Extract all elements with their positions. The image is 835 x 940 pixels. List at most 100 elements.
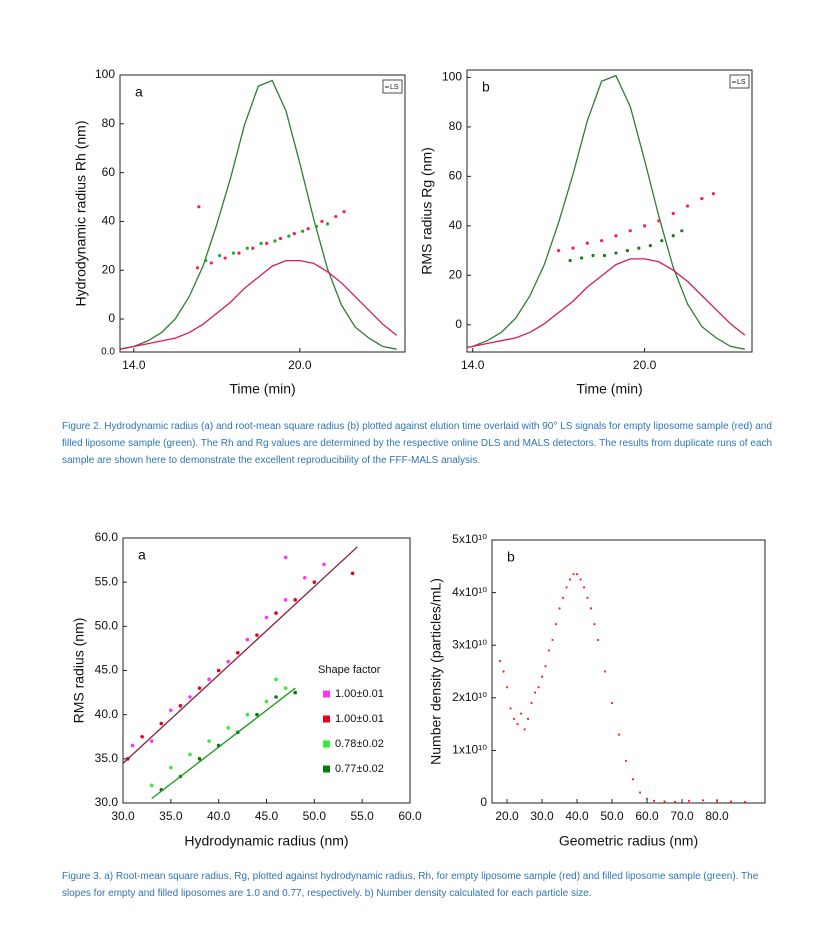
y-tick-label: 100: [442, 70, 462, 84]
scatter-point: [231, 251, 236, 255]
legend-label: 1.00±0.01: [335, 713, 384, 725]
scatter-point: [188, 695, 192, 699]
y-tick-label: 55.0: [95, 574, 119, 588]
line-series: [123, 546, 358, 764]
y-tick-label: 50.0: [95, 619, 119, 633]
scatter-point: [197, 686, 202, 690]
panel-label: a: [135, 84, 143, 100]
scatter-point: [557, 248, 561, 253]
scatter-point: [526, 717, 530, 720]
plot-area: [467, 74, 746, 350]
legend-swatch: [323, 740, 330, 748]
panel-label: b: [507, 549, 515, 565]
scatter-point: [274, 677, 278, 682]
scatter-point: [342, 210, 346, 214]
scatter-point: [197, 757, 202, 761]
legend-swatch: [323, 715, 330, 723]
scatter-point: [251, 246, 255, 250]
y-axis-label: RMS radius (nm): [71, 618, 87, 724]
y-tick-label: 3x10¹⁰: [452, 637, 487, 651]
y-tick-label: 0: [480, 795, 487, 809]
scatter-point: [663, 800, 666, 803]
legend-label: LS: [390, 84, 399, 91]
scatter-point: [350, 571, 355, 576]
scatter-point: [264, 615, 269, 620]
scatter-point: [149, 739, 154, 743]
y2-tick-label: 0.0: [101, 347, 115, 358]
y-tick-label: 45.0: [95, 663, 119, 677]
scatter-point: [178, 704, 183, 708]
y-tick-label: 1x10¹⁰: [452, 743, 487, 757]
legend-label: 0.78±0.02: [335, 738, 384, 750]
x-tick-label: 20.0: [633, 358, 657, 372]
y-tick-label: 40.0: [95, 707, 119, 721]
figure-caption: Figure 2. Hydrodynamic radius (a) and ro…: [62, 421, 773, 466]
scatter-point: [283, 598, 288, 602]
scatter-point: [209, 261, 213, 265]
x-tick-label: 60.0: [398, 809, 422, 823]
x-tick-label: 14.0: [461, 358, 485, 372]
scatter-point: [593, 623, 596, 626]
y-axis-label: Number density (particles/mL): [428, 578, 444, 765]
y-tick-label: 20: [449, 267, 463, 281]
scatter-point: [274, 695, 278, 699]
scatter-point: [293, 598, 298, 602]
scatter-point: [245, 712, 250, 717]
scatter-point: [197, 205, 201, 209]
x-tick-label: 50.0: [600, 809, 624, 823]
plot-frame: [491, 539, 766, 804]
scatter-point: [582, 586, 586, 589]
y-axis-label: Hydrodynamic radius Rh (nm): [73, 121, 89, 307]
y-tick-label: 0: [455, 317, 462, 331]
y-tick-label: 60: [449, 169, 463, 183]
y-tick-label: 100: [95, 67, 115, 81]
figure-caption: Figure 3. a) Root-mean square radius, Rg…: [62, 871, 759, 899]
y-tick-label: 30.0: [95, 795, 119, 809]
x-tick-label: 40.0: [565, 809, 589, 823]
scatter-point: [169, 708, 173, 713]
scatter-point: [585, 241, 589, 245]
y-tick-label: 4x10¹⁰: [452, 585, 487, 599]
scatter-point: [204, 258, 208, 263]
scatter-point: [637, 246, 641, 250]
scatter-point: [645, 797, 649, 800]
panel-label: a: [138, 547, 146, 563]
legend-label: 1.00±0.01: [335, 688, 384, 700]
scatter-point: [523, 728, 526, 731]
y-tick-label: 5x10¹⁰: [452, 532, 487, 546]
scatter-point: [255, 712, 259, 717]
scatter-point: [614, 251, 618, 255]
scatter-point: [600, 239, 604, 243]
scatter-point: [130, 743, 135, 748]
scatter-point: [278, 236, 283, 241]
scatter-point: [572, 573, 575, 576]
scatter-point: [283, 555, 288, 560]
scatter-point: [302, 575, 307, 580]
scatter-point: [631, 778, 635, 781]
scatter-point: [530, 701, 533, 705]
scatter-point: [715, 799, 719, 802]
scatter-point: [680, 229, 684, 233]
scatter-point: [236, 651, 240, 655]
scatter-point: [660, 239, 664, 243]
scatter-point: [671, 211, 675, 216]
scatter-point: [638, 791, 642, 794]
scatter-point: [628, 229, 632, 233]
scatter-point: [259, 241, 263, 245]
scatter-point: [274, 611, 278, 615]
scatter-point: [312, 580, 317, 584]
scatter-point: [579, 578, 582, 581]
scatter-point: [602, 253, 607, 258]
scatter-point: [283, 686, 288, 690]
legend-label: LS: [737, 79, 746, 86]
scatter-point: [320, 219, 324, 224]
scatter-point: [701, 799, 705, 802]
y-tick-label: 40: [102, 214, 116, 228]
scatter-point: [565, 586, 568, 589]
scatter-point: [322, 562, 326, 567]
line-series: [467, 74, 745, 350]
scatter-point: [195, 266, 200, 270]
scatter-point: [589, 607, 593, 610]
scatter-point: [558, 607, 561, 610]
